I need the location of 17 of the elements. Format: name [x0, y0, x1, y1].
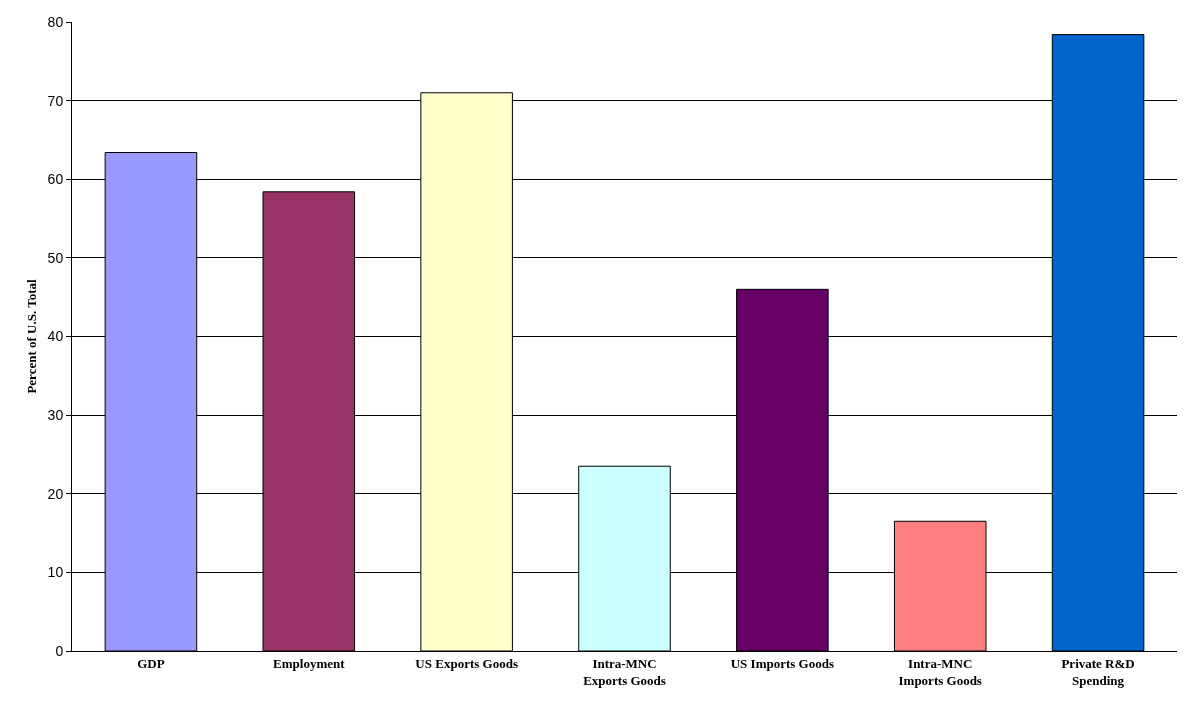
- x-tick-label: US Imports Goods: [730, 655, 835, 671]
- x-tick-label: US Exports Goods: [415, 655, 518, 671]
- y-tick-label: 10: [47, 564, 64, 581]
- x-tick-label: Intra-MNC Imports Goods: [898, 655, 982, 688]
- y-tick-label: 30: [47, 407, 64, 424]
- y-tick-label: 60: [47, 171, 64, 188]
- x-tick-label: GDP: [137, 655, 165, 671]
- y-axis-title: Percent of U.S. Total: [24, 279, 39, 394]
- y-tick-label: 70: [47, 92, 64, 109]
- y-tick-label: 0: [55, 642, 64, 659]
- y-tick-label: 20: [47, 485, 64, 502]
- y-tick-label: 40: [47, 328, 64, 345]
- x-tick-label: Private R&D Spending: [1061, 655, 1135, 688]
- y-tick-label: 50: [47, 249, 64, 266]
- x-tick-label: Employment: [273, 655, 346, 671]
- y-tick-label: 80: [47, 13, 64, 30]
- x-tick-label: Intra-MNC Exports Goods: [583, 655, 666, 688]
